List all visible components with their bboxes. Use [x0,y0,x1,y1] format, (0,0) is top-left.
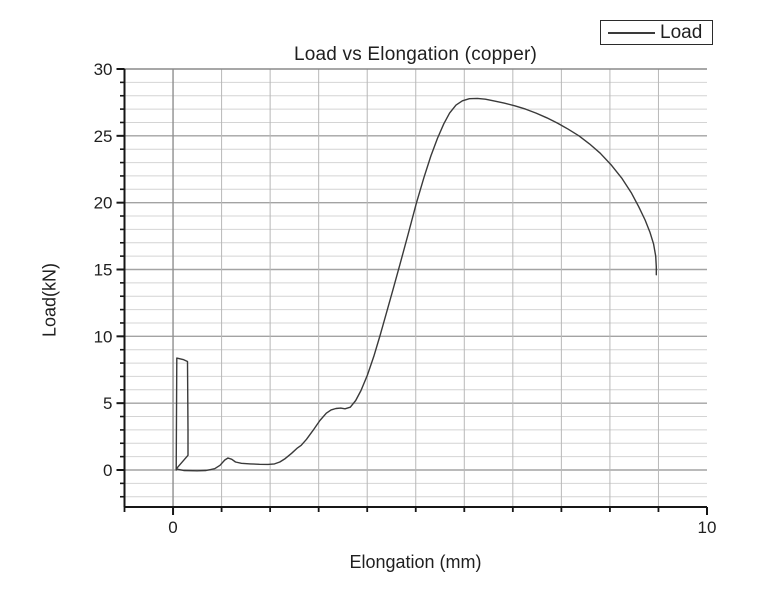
svg-text:0: 0 [168,518,177,537]
svg-text:5: 5 [103,394,112,413]
legend-line-swatch [608,31,655,34]
svg-text:15: 15 [94,261,113,280]
legend-label: Load [660,22,703,43]
svg-text:10: 10 [698,518,717,537]
svg-text:20: 20 [94,194,113,213]
y-axis-title: Load(kN) [39,262,60,338]
legend: Load [600,20,713,45]
load-curve [175,97,657,472]
svg-text:25: 25 [94,127,113,146]
axis-tick-labels: 0 10 0 5 10 15 20 25 30 [94,60,717,537]
chart-title: Load vs Elongation (copper) [293,44,538,65]
svg-text:0: 0 [103,461,112,480]
svg-text:10: 10 [94,327,113,346]
gridlines-vertical [172,69,659,507]
svg-text:30: 30 [94,60,113,79]
axis-ticks [116,68,708,515]
x-axis-title: Elongation (mm) [349,552,482,572]
